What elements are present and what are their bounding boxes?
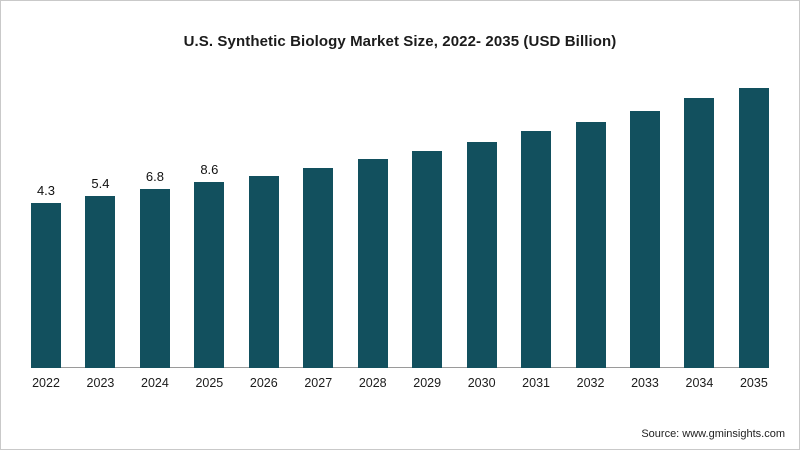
bar [357,159,388,368]
x-axis-tick-label: 2023 [86,376,115,390]
bar [303,168,334,368]
x-axis-tick-label: 2025 [195,376,224,390]
bar-group: 4.3 2022 [31,68,61,390]
x-axis-line [31,367,769,368]
bar-group: 5.4 2023 [85,68,116,390]
bar [31,203,61,368]
bar [738,88,769,368]
bar-value-label: 8.6 [200,162,219,177]
bar [521,131,552,368]
bar [139,189,170,368]
bar-value-label: 5.4 [91,176,110,191]
x-axis-tick-label: 2027 [304,376,333,390]
chart-title: U.S. Synthetic Biology Market Size, 2022… [183,33,617,50]
bar-group: 2035 [738,68,769,390]
x-axis-tick-label: 2032 [576,376,605,390]
x-axis-tick-label: 2034 [685,376,714,390]
x-axis-tick-label: 2033 [631,376,659,390]
bar [684,98,715,368]
bar [629,111,660,368]
bar-group: 8.6 2025 [194,68,225,390]
bar-value-label: 4.3 [36,183,56,198]
plot-area: 4.3 2022 5.4 2023 6.8 2024 8.6 2025 2026 2027 2028… [31,68,769,390]
source-credit: Source: www.gminsights.com [641,428,785,440]
bar-group: 2028 [357,68,388,390]
x-axis-tick-label: 2022 [32,376,60,390]
bar-group: 2029 [412,68,443,390]
x-axis-tick-label: 2035 [739,376,768,390]
bar [85,196,116,368]
bar-group: 2033 [629,68,660,390]
bar [575,122,606,368]
bar [466,142,497,368]
x-axis-tick-label: 2026 [249,376,278,390]
x-axis-tick-label: 2030 [467,376,496,390]
x-axis-tick-label: 2029 [413,376,442,390]
bar-group: 6.8 2024 [139,68,170,390]
x-axis-tick-label: 2031 [522,376,550,390]
bar [248,176,279,368]
bar [194,182,225,368]
bar-group: 2034 [684,68,715,390]
x-axis-tick-label: 2028 [358,376,387,390]
bar-group: 2030 [466,68,497,390]
x-axis-tick-label: 2024 [141,376,169,390]
bar-group: 2027 [303,68,334,390]
bar-group: 2032 [575,68,606,390]
bar-group: 2031 [521,68,552,390]
bar-group: 2026 [248,68,279,390]
bar-value-label: 6.8 [145,169,164,184]
bar [412,151,443,368]
